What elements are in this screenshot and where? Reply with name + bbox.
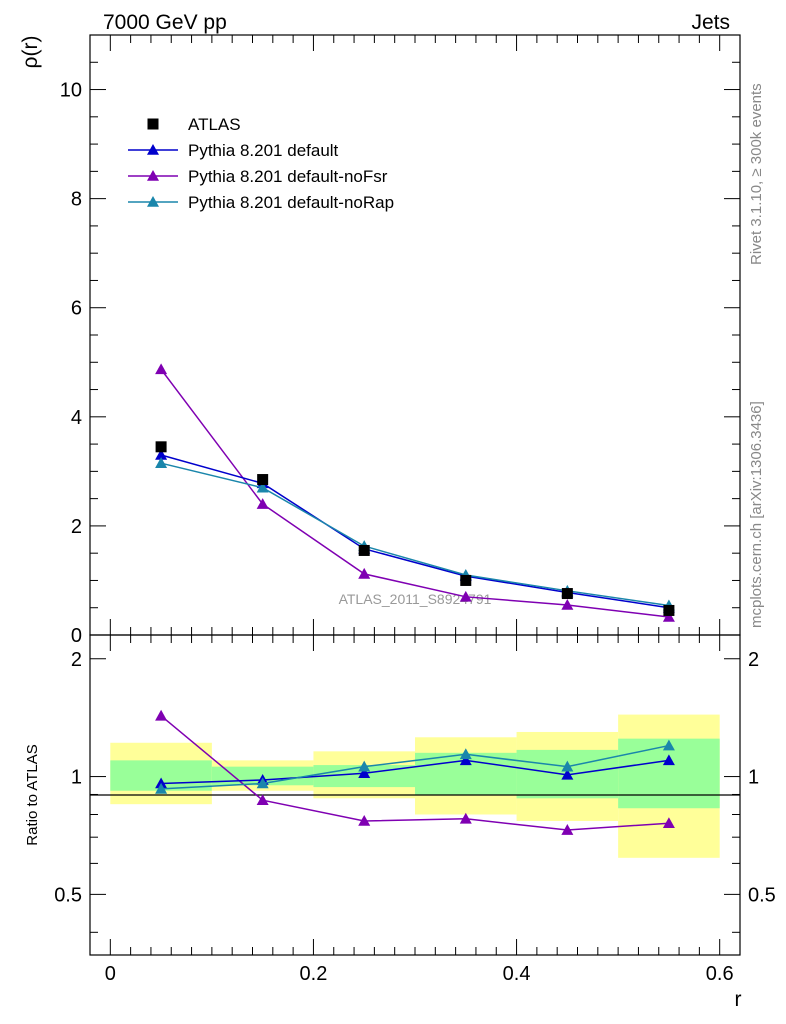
data-point-atlas bbox=[460, 574, 472, 586]
main-series-group bbox=[155, 363, 675, 622]
header-energy-label: 7000 GeV pp bbox=[103, 11, 227, 34]
data-point-pythia-8-201-default-norap bbox=[155, 457, 168, 468]
mcplots-reference-label: mcplots.cern.ch [arXiv:1306.3436] bbox=[748, 401, 765, 628]
ratio-y-tick-label-right: 0.5 bbox=[748, 884, 776, 906]
data-point-pythia-8-201-default-nofsr bbox=[561, 599, 574, 610]
ratio-line-pythia-8-201-default bbox=[161, 759, 670, 785]
legend-label-pythia-8-201-default: Pythia 8.201 default bbox=[188, 141, 339, 160]
ratio-point-pythia-8-201-default bbox=[561, 768, 574, 780]
legend-marker-pythia-8-201-default-nofsr bbox=[147, 170, 159, 181]
ratio-point-pythia-8-201-default-norap bbox=[561, 760, 574, 772]
main-panel: 0 2 4 6 8 10 ρ(r) ATLAS_2011_S8924791 ATLAS Py… bbox=[19, 34, 741, 647]
main-y-tick-label: 0 bbox=[71, 625, 82, 647]
series-line-pythia-8-201-default-nofsr bbox=[160, 368, 669, 618]
data-point-atlas bbox=[155, 441, 167, 453]
ratio-line-pythia-8-201-default-norap bbox=[161, 744, 670, 790]
ratio-y-tick-label-right: 2 bbox=[748, 649, 759, 671]
main-y-tick-label: 10 bbox=[60, 80, 82, 102]
main-y-ticks: 0 2 4 6 8 10 bbox=[60, 34, 740, 647]
ratio-point-pythia-8-201-default-norap bbox=[459, 748, 472, 760]
legend-marker-atlas bbox=[147, 118, 159, 130]
ratio-point-pythia-8-201-default-norap bbox=[358, 760, 371, 772]
ratio-point-pythia-8-201-default-norap bbox=[662, 739, 675, 751]
ratio-y-tick-label-right: 1 bbox=[748, 767, 759, 789]
ratio-y-tick-label-left: 0.5 bbox=[54, 884, 82, 906]
x-tick-label: 0.6 bbox=[706, 963, 734, 985]
data-point-pythia-8-201-default-nofsr bbox=[256, 498, 269, 509]
ratio-point-pythia-8-201-default-nofsr bbox=[358, 814, 371, 826]
x-tick-label: 0 bbox=[105, 963, 116, 985]
x-axis-ticks: 0 0.2 0.4 0.6 bbox=[105, 635, 734, 985]
ratio-line-pythia-8-201-default-nofsr bbox=[160, 715, 669, 831]
series-line-pythia-8-201-default-norap bbox=[160, 462, 670, 607]
data-point-pythia-8-201-default-nofsr bbox=[358, 567, 371, 579]
series-line-pythia-8-201-default bbox=[160, 454, 670, 609]
analysis-watermark: ATLAS_2011_S8924791 bbox=[339, 591, 492, 607]
ratio-point-pythia-8-201-default-nofsr bbox=[256, 794, 269, 806]
main-y-tick-label: 8 bbox=[71, 189, 82, 211]
ratio-point-pythia-8-201-default-norap bbox=[256, 777, 269, 789]
ratio-series-group bbox=[155, 709, 675, 835]
x-tick-label: 0.4 bbox=[503, 963, 531, 985]
ratio-y-tick-label-left: 2 bbox=[71, 649, 82, 671]
ratio-y-tick-label-left: 1 bbox=[71, 767, 82, 789]
ratio-panel: 0.5 0.5 1 1 2 2 0 0.2 0.4 0.6 Ratio to ATLAS r bbox=[24, 634, 776, 1011]
data-point-pythia-8-201-default-nofsr bbox=[155, 363, 168, 375]
legend-label-pythia-8-201-default-norap: Pythia 8.201 default-noRap bbox=[188, 193, 394, 212]
main-y-axis-label: ρ(r) bbox=[19, 36, 42, 69]
main-y-tick-label: 2 bbox=[71, 516, 82, 538]
ratio-frame bbox=[89, 634, 741, 956]
ratio-point-pythia-8-201-default-nofsr bbox=[561, 824, 574, 835]
ratio-y-ticks: 0.5 0.5 1 1 2 2 bbox=[54, 649, 776, 933]
data-point-pythia-8-201-default-nofsr bbox=[662, 611, 675, 622]
main-y-tick-label: 4 bbox=[71, 407, 82, 429]
legend: ATLAS Pythia 8.201 default Pythia 8.201 de… bbox=[128, 115, 394, 212]
ratio-point-pythia-8-201-default bbox=[662, 754, 675, 766]
ratio-point-pythia-8-201-default-norap bbox=[155, 782, 168, 794]
data-point-pythia-8-201-default-nofsr bbox=[459, 590, 472, 602]
legend-label-atlas: ATLAS bbox=[188, 115, 241, 134]
ratio-point-pythia-8-201-default-nofsr bbox=[155, 709, 168, 721]
header-category-label: Jets bbox=[691, 11, 730, 34]
ratio-point-pythia-8-201-default-nofsr bbox=[459, 812, 472, 824]
data-point-pythia-8-201-default bbox=[155, 449, 168, 460]
data-point-atlas bbox=[561, 588, 573, 600]
data-point-pythia-8-201-default-norap bbox=[256, 481, 269, 493]
data-point-atlas bbox=[663, 604, 675, 616]
ratio-point-pythia-8-201-default bbox=[358, 767, 371, 779]
main-y-tick-label: 6 bbox=[71, 298, 82, 320]
legend-marker-pythia-8-201-default bbox=[147, 144, 159, 155]
ratio-point-pythia-8-201-default-nofsr bbox=[662, 817, 675, 829]
ratio-y-axis-label: Ratio to ATLAS bbox=[24, 744, 41, 845]
x-tick-label: 0.2 bbox=[300, 963, 328, 985]
ratio-point-pythia-8-201-default bbox=[459, 754, 472, 766]
data-point-atlas bbox=[257, 474, 269, 486]
x-axis-label: r bbox=[735, 988, 742, 1011]
data-point-atlas bbox=[358, 544, 370, 556]
legend-marker-pythia-8-201-default-norap bbox=[147, 196, 159, 207]
rivet-version-label: Rivet 3.1.10, ≥ 300k events bbox=[748, 83, 765, 265]
legend-label-pythia-8-201-default-nofsr: Pythia 8.201 default-noFsr bbox=[188, 167, 388, 186]
